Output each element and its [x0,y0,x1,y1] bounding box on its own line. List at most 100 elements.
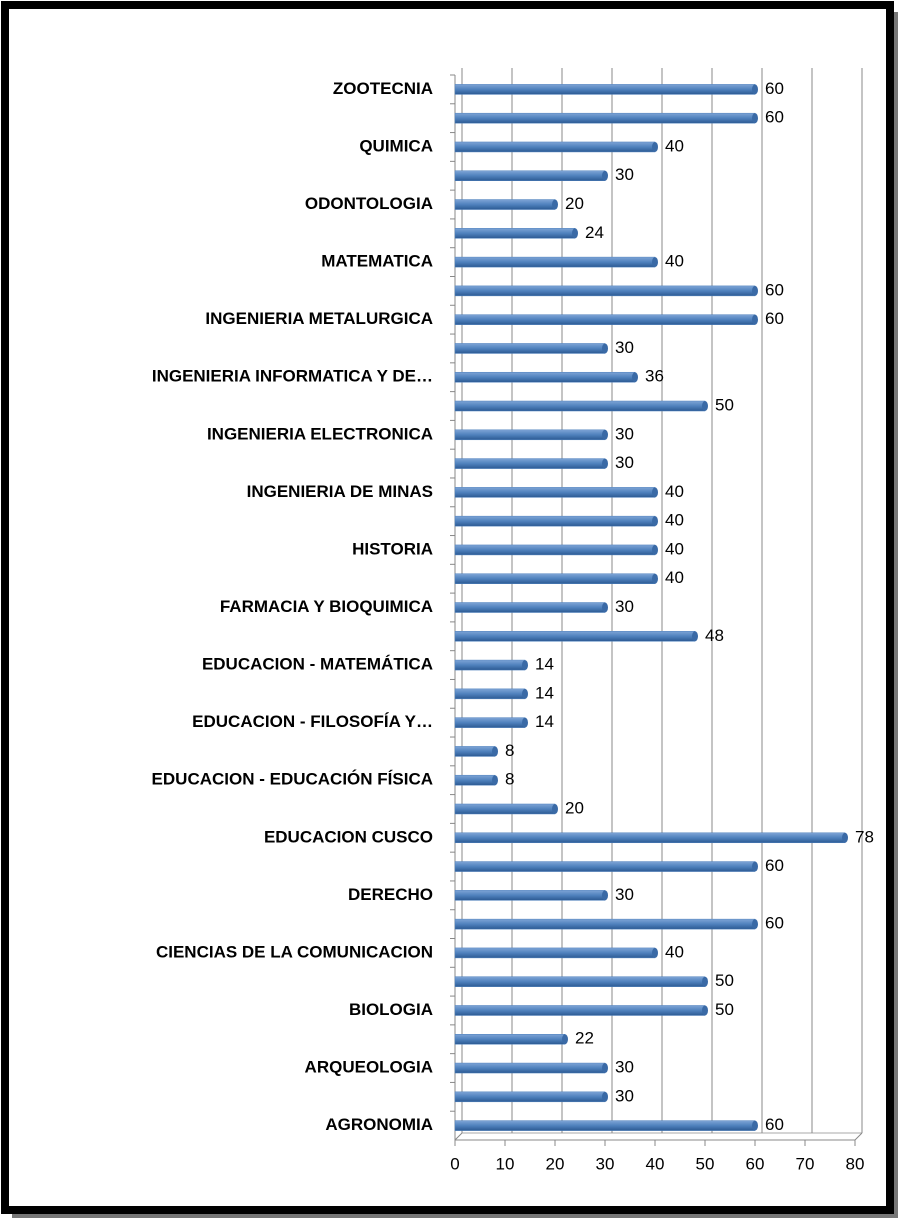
data-label: 40 [665,511,684,530]
data-label: 78 [855,827,874,846]
data-label: 60 [765,309,784,328]
bar-cap [602,1063,608,1074]
data-label: 60 [765,79,784,98]
y-tick-label: EDUCACION - FILOSOFÍA Y… [192,712,433,731]
bar-cap [752,861,758,872]
bar [454,602,606,613]
bar-cap [602,170,608,181]
y-tick-label: BIOLOGIA [349,1000,433,1019]
data-label: 40 [665,252,684,271]
bar [454,774,496,786]
bar-cap [492,746,498,757]
bar [454,170,606,181]
bar [454,688,526,700]
bar-cap [652,141,658,152]
data-label: 50 [715,1000,734,1019]
bar-cap [492,775,498,786]
y-tick-label: HISTORIA [352,539,433,558]
bar [454,746,496,757]
y-tick-label: FARMACIA Y BIOQUIMICA [220,597,433,616]
y-tick-label: INGENIERIA ELECTRONICA [207,424,433,443]
y-tick-label: CIENCIAS DE LA COMUNICACION [156,942,433,961]
data-label: 30 [615,1086,634,1105]
bar-cap [652,573,658,584]
bar [454,314,756,325]
frame [1,1,894,1214]
data-label: 40 [665,539,684,558]
bar-cap [632,372,638,383]
bar [454,199,556,210]
data-label: 40 [665,136,684,155]
data-label: 14 [535,655,554,674]
bar-cap [602,1091,608,1102]
bar-cap [652,947,658,958]
bar [454,84,756,95]
x-tick-label: 60 [746,1154,765,1173]
bar [454,256,656,268]
bar [454,487,656,498]
x-tick-label: 50 [696,1154,715,1173]
data-label: 14 [535,683,554,702]
bar-cap [562,1034,568,1045]
data-label: 22 [575,1029,594,1048]
bar-cap [702,401,708,412]
data-label: 30 [615,165,634,184]
bar [454,1034,566,1045]
bar-cap [692,631,698,642]
bar [454,1062,606,1074]
y-tick-label: INGENIERIA DE MINAS [247,482,433,501]
data-label: 36 [645,367,664,386]
x-tick-label: 20 [546,1154,565,1173]
bar-cap [602,343,608,354]
data-label: 30 [615,1058,634,1077]
bar-cap [842,832,848,843]
bar-cap [522,660,528,671]
bar [454,228,576,239]
bar-cap [752,113,758,124]
bar [454,458,606,469]
bar [454,141,656,153]
data-label: 40 [665,942,684,961]
data-label: 30 [615,453,634,472]
bar [454,544,656,556]
bar [454,1005,706,1016]
y-tick-label: EDUCACION - MATEMÁTICA [202,655,433,674]
bar-cap [552,199,558,210]
bar [454,890,606,901]
bar-cap [522,688,528,699]
bar-cap [652,544,658,555]
bar [454,861,756,872]
x-tick-label: 0 [450,1154,459,1173]
y-tick-label: QUIMICA [359,136,433,155]
bar [454,832,846,844]
data-label: 60 [765,280,784,299]
y-tick-label: ODONTOLOGIA [305,194,433,213]
y-tick-label: MATEMATICA [321,252,433,271]
axis-line [854,1132,863,1141]
data-label: 30 [615,597,634,616]
bar [454,717,526,728]
data-label: 60 [765,108,784,127]
bar [454,659,526,671]
bar [454,918,756,930]
x-tick-label: 30 [596,1154,615,1173]
x-tick-label: 80 [846,1154,865,1173]
y-tick-label: DERECHO [348,885,433,904]
bar-cap [702,1005,708,1016]
bar-cap [752,1120,758,1131]
bar-cap [752,285,758,296]
data-label: 24 [585,223,604,242]
bar-cap [752,84,758,95]
bar [454,343,606,354]
data-label: 40 [665,482,684,501]
bar [454,515,656,527]
bar [454,371,636,383]
data-label: 20 [565,194,584,213]
y-tick-label: ZOOTECNIA [333,79,433,98]
data-label: 8 [505,741,514,760]
bar-cap [602,602,608,613]
x-tick-label: 70 [796,1154,815,1173]
bar-cap [552,803,558,814]
bar [454,573,656,584]
